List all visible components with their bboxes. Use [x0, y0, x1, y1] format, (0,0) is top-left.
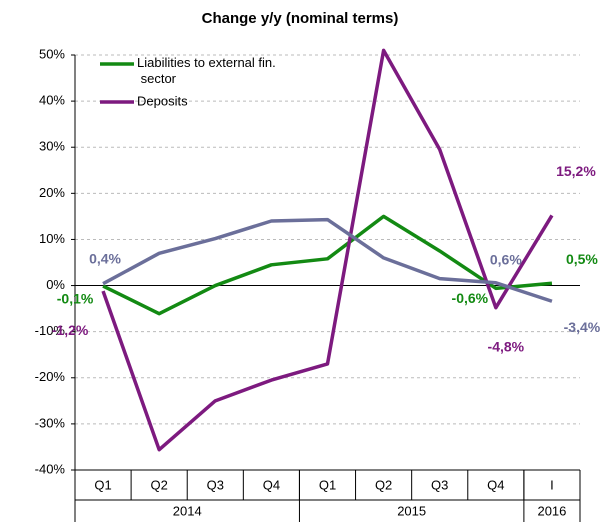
y-tick-label: 0% — [46, 277, 65, 292]
y-tick-label: -40% — [35, 461, 66, 476]
data-label: 15,2% — [556, 163, 596, 179]
data-label: -4,8% — [488, 338, 525, 354]
x-tick-label: Q4 — [487, 477, 504, 492]
y-tick-label: -10% — [35, 323, 66, 338]
y-tick-label: -30% — [35, 415, 66, 430]
y-tick-label: 40% — [39, 93, 65, 108]
data-label: -3,4% — [564, 319, 601, 335]
y-tick-label: 50% — [39, 46, 65, 61]
x-group-label: 2014 — [173, 503, 202, 518]
data-label: 0,4% — [89, 250, 121, 266]
legend-label: Deposits — [137, 93, 188, 108]
y-tick-label: 30% — [39, 139, 65, 154]
chart-title: Change y/y (nominal terms) — [202, 10, 399, 27]
x-tick-label: Q4 — [263, 477, 280, 492]
series-line — [102, 214, 553, 316]
series-line — [102, 217, 553, 303]
x-group-label: 2016 — [537, 503, 566, 518]
y-tick-label: -20% — [35, 369, 66, 384]
data-label: -0,6% — [452, 290, 489, 306]
x-tick-label: Q3 — [431, 477, 448, 492]
x-tick-label: Q3 — [207, 477, 224, 492]
x-tick-label: Q1 — [319, 477, 336, 492]
legend-label: Liabilities to external fin. sector — [137, 55, 276, 86]
data-label: 0,5% — [566, 251, 598, 267]
series-line — [101, 48, 554, 452]
data-label: -0,1% — [57, 291, 94, 307]
x-tick-label: Q1 — [94, 477, 111, 492]
data-label: -1,2% — [52, 322, 89, 338]
x-group-label: 2015 — [397, 503, 426, 518]
y-tick-label: 20% — [39, 185, 65, 200]
data-label: 0,6% — [490, 251, 522, 267]
x-tick-label: I — [550, 477, 554, 492]
x-tick-label: Q2 — [150, 477, 167, 492]
x-tick-label: Q2 — [375, 477, 392, 492]
y-tick-label: 10% — [39, 231, 65, 246]
